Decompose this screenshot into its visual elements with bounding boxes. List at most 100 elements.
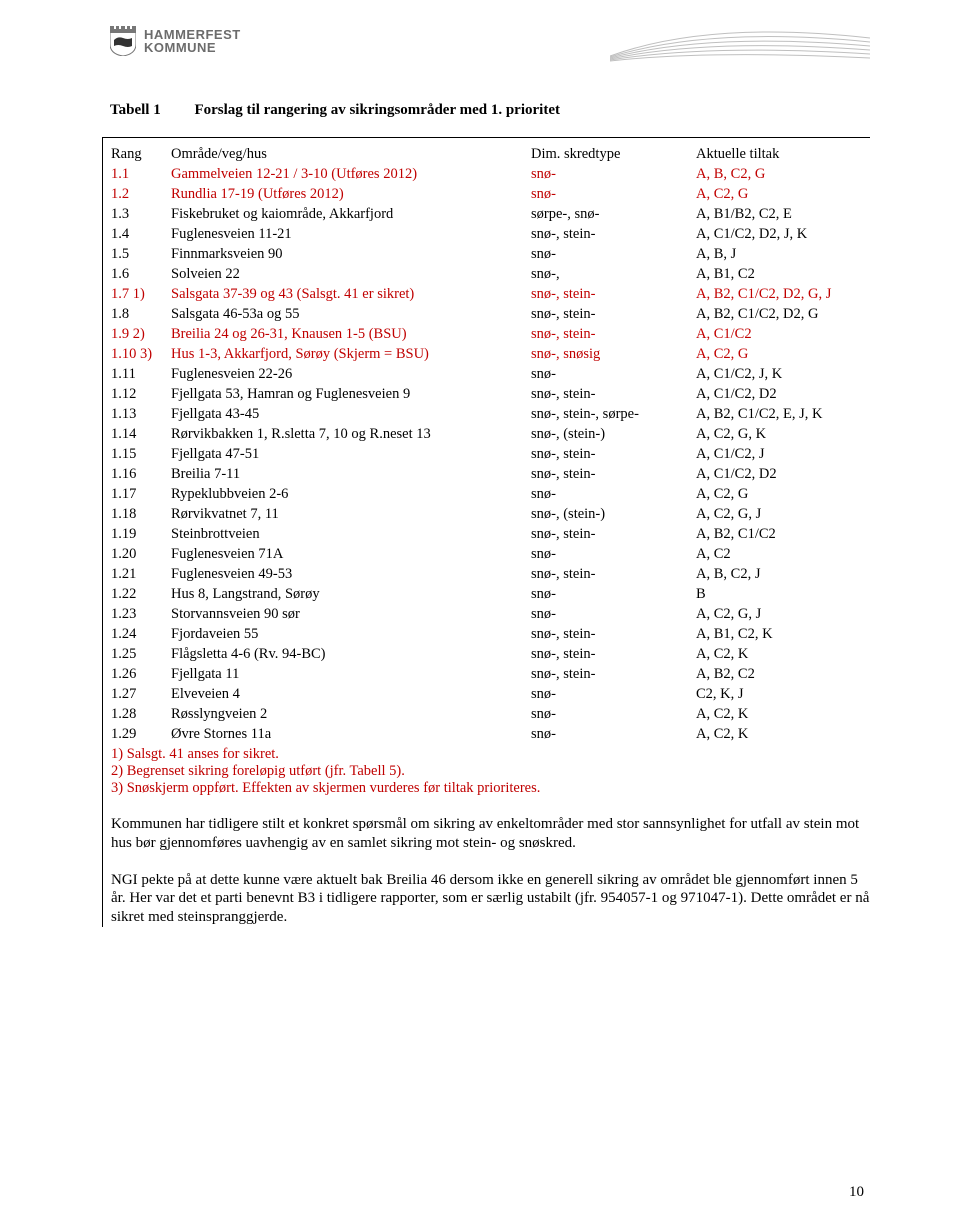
cell-type: snø-, stein- xyxy=(531,304,696,324)
caption-label: Tabell 1 xyxy=(110,102,161,118)
cell-area: Solveien 22 xyxy=(171,264,531,284)
cell-type: snø-, stein- xyxy=(531,564,696,584)
cell-tiltak: A, C2, K xyxy=(696,644,870,664)
cell-rang: 1.9 2) xyxy=(111,324,171,344)
cell-rang: 1.25 xyxy=(111,644,171,664)
cell-type: snø- xyxy=(531,584,696,604)
cell-type: snø- xyxy=(531,604,696,624)
cell-type: snø-, stein- xyxy=(531,464,696,484)
table-caption: Tabell 1 Forslag til rangering av sikrin… xyxy=(110,102,870,119)
table-row: 1.21Fuglenesveien 49-53snø-, stein-A, B,… xyxy=(111,564,870,584)
cell-area: Salsgata 46-53a og 55 xyxy=(171,304,531,324)
caption-text: Forslag til rangering av sikringsområder… xyxy=(194,102,560,118)
cell-rang: 1.17 xyxy=(111,484,171,504)
note-1: 1) Salsgt. 41 anses for sikret. xyxy=(111,746,870,763)
cell-area: Flågsletta 4-6 (Rv. 94-BC) xyxy=(171,644,531,664)
note-2: 2) Begrenset sikring foreløpig utført (j… xyxy=(111,763,870,780)
brand-text: HAMMERFEST KOMMUNE xyxy=(144,28,241,54)
cell-rang: 1.21 xyxy=(111,564,171,584)
table-row: 1.8Salsgata 46-53a og 55snø-, stein-A, B… xyxy=(111,304,870,324)
cell-type: snø- xyxy=(531,244,696,264)
cell-tiltak: C2, K, J xyxy=(696,684,870,704)
cell-area: Steinbrottveien xyxy=(171,524,531,544)
cell-area: Rundlia 17-19 (Utføres 2012) xyxy=(171,184,531,204)
cell-type: snø- xyxy=(531,544,696,564)
cell-tiltak: A, C2, K xyxy=(696,704,870,724)
cell-type: snø- xyxy=(531,164,696,184)
cell-tiltak: A, C1/C2, J xyxy=(696,444,870,464)
cell-type: snø-, stein- xyxy=(531,384,696,404)
table-row: 1.11Fuglenesveien 22-26snø-A, C1/C2, J, … xyxy=(111,364,870,384)
table-row: 1.29Øvre Stornes 11asnø-A, C2, K xyxy=(111,724,870,744)
cell-rang: 1.29 xyxy=(111,724,171,744)
page-header: HAMMERFEST KOMMUNE xyxy=(110,20,870,62)
cell-area: Finnmarksveien 90 xyxy=(171,244,531,264)
cell-tiltak: A, B2, C1/C2, D2, G xyxy=(696,304,870,324)
cell-type: snø- xyxy=(531,364,696,384)
cell-area: Gammelveien 12-21 / 3-10 (Utføres 2012) xyxy=(171,164,531,184)
cell-rang: 1.24 xyxy=(111,624,171,644)
table-row: 1.1Gammelveien 12-21 / 3-10 (Utføres 201… xyxy=(111,164,870,184)
cell-tiltak: A, C1/C2, D2 xyxy=(696,464,870,484)
cell-rang: 1.1 xyxy=(111,164,171,184)
table-row: 1.9 2)Breilia 24 og 26-31, Knausen 1-5 (… xyxy=(111,324,870,344)
cell-area: Hus 1-3, Akkarfjord, Sørøy (Skjerm = BSU… xyxy=(171,344,531,364)
cell-tiltak: A, B, J xyxy=(696,244,870,264)
cell-area: Fjellgata 11 xyxy=(171,664,531,684)
table-row: 1.12Fjellgata 53, Hamran og Fuglenesveie… xyxy=(111,384,870,404)
col-header-tiltak: Aktuelle tiltak xyxy=(696,144,870,164)
cell-area: Fuglenesveien 71A xyxy=(171,544,531,564)
table-row: 1.16Breilia 7-11snø-, stein-A, C1/C2, D2 xyxy=(111,464,870,484)
cell-rang: 1.27 xyxy=(111,684,171,704)
cell-tiltak: A, C2, G xyxy=(696,484,870,504)
cell-rang: 1.4 xyxy=(111,224,171,244)
table-row: 1.17Rypeklubbveien 2-6snø-A, C2, G xyxy=(111,484,870,504)
cell-type: snø-, stein- xyxy=(531,524,696,544)
header-decoration-icon xyxy=(610,20,870,62)
table-container: Rang Område/veg/hus Dim. skredtype Aktue… xyxy=(102,137,870,927)
cell-area: Fiskebruket og kaiområde, Akkarfjord xyxy=(171,204,531,224)
cell-type: snø-, stein- xyxy=(531,664,696,684)
cell-tiltak: A, C1/C2, D2 xyxy=(696,384,870,404)
cell-type: snø- xyxy=(531,684,696,704)
cell-type: snø- xyxy=(531,724,696,744)
cell-tiltak: A, B1/B2, C2, E xyxy=(696,204,870,224)
cell-area: Øvre Stornes 11a xyxy=(171,724,531,744)
cell-rang: 1.7 1) xyxy=(111,284,171,304)
table-row: 1.5Finnmarksveien 90snø-A, B, J xyxy=(111,244,870,264)
cell-tiltak: A, B1, C2, K xyxy=(696,624,870,644)
cell-type: snø-, (stein-) xyxy=(531,424,696,444)
cell-area: Elveveien 4 xyxy=(171,684,531,704)
cell-tiltak: A, C1/C2, J, K xyxy=(696,364,870,384)
table-row: 1.10 3)Hus 1-3, Akkarfjord, Sørøy (Skjer… xyxy=(111,344,870,364)
cell-tiltak: B xyxy=(696,584,870,604)
table-row: 1.18Rørvikvatnet 7, 11snø-, (stein-)A, C… xyxy=(111,504,870,524)
table-row: 1.14Rørvikbakken 1, R.sletta 7, 10 og R.… xyxy=(111,424,870,444)
cell-rang: 1.8 xyxy=(111,304,171,324)
cell-tiltak: A, C2, K xyxy=(696,724,870,744)
cell-area: Storvannsveien 90 sør xyxy=(171,604,531,624)
cell-type: snø-, xyxy=(531,264,696,284)
table-header-row: Rang Område/veg/hus Dim. skredtype Aktue… xyxy=(111,144,870,164)
cell-tiltak: A, B, C2, J xyxy=(696,564,870,584)
table-row: 1.28Røsslyngveien 2snø-A, C2, K xyxy=(111,704,870,724)
cell-tiltak: A, B2, C1/C2, D2, G, J xyxy=(696,284,870,304)
cell-rang: 1.13 xyxy=(111,404,171,424)
table-row: 1.19Steinbrottveiensnø-, stein-A, B2, C1… xyxy=(111,524,870,544)
cell-tiltak: A, B1, C2 xyxy=(696,264,870,284)
cell-rang: 1.5 xyxy=(111,244,171,264)
cell-rang: 1.11 xyxy=(111,364,171,384)
cell-tiltak: A, C1/C2 xyxy=(696,324,870,344)
cell-tiltak: A, C2, G xyxy=(696,184,870,204)
cell-rang: 1.15 xyxy=(111,444,171,464)
table-row: 1.15Fjellgata 47-51snø-, stein-A, C1/C2,… xyxy=(111,444,870,464)
table-row: 1.24Fjordaveien 55snø-, stein-A, B1, C2,… xyxy=(111,624,870,644)
cell-area: Fjordaveien 55 xyxy=(171,624,531,644)
cell-tiltak: A, C2, G, J xyxy=(696,604,870,624)
cell-tiltak: A, B2, C1/C2, E, J, K xyxy=(696,404,870,424)
note-3: 3) Snøskjerm oppført. Effekten av skjerm… xyxy=(111,780,870,797)
col-header-rang: Rang xyxy=(111,144,171,164)
cell-rang: 1.16 xyxy=(111,464,171,484)
table-row: 1.20Fuglenesveien 71Asnø-A, C2 xyxy=(111,544,870,564)
cell-rang: 1.22 xyxy=(111,584,171,604)
